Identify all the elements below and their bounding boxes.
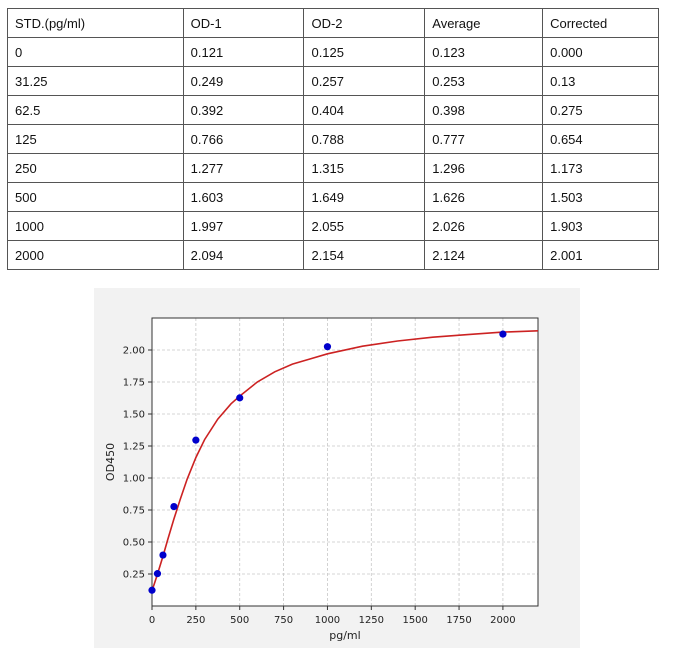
table-header-cell: OD-2: [303, 8, 426, 38]
table-cell: 0.121: [182, 37, 305, 67]
data-point: [153, 570, 162, 578]
table-cell: 0.000: [542, 37, 659, 67]
table-row: 500 1.603 1.649 1.626 1.503: [7, 182, 659, 212]
x-axis-label: pg/ml: [329, 629, 360, 642]
x-tick-label: 750: [274, 615, 293, 626]
standard-curve-chart: 0 250 500 750 1000 1250 1500 1750 2000 0.25 0.50 0.…: [104, 317, 539, 642]
table-cell: 1000: [7, 211, 184, 241]
table-header-row: STD.(pg/ml) OD-1 OD-2 Average Corrected: [7, 8, 659, 38]
x-tick-label: 0: [149, 615, 155, 626]
y-tick-label: 0.75: [123, 506, 145, 517]
table-cell: 0.257: [303, 66, 426, 96]
table-cell: 1.626: [424, 182, 544, 212]
plot-background: [152, 318, 538, 606]
x-tick-label: 250: [186, 615, 205, 626]
data-point: [236, 394, 244, 402]
table-cell: 0.788: [303, 124, 426, 154]
x-tick-label: 1000: [315, 615, 340, 626]
table-row: 31.25 0.249 0.257 0.253 0.13: [7, 66, 659, 96]
y-tick-label: 1.50: [123, 410, 145, 421]
table-cell: 0.249: [182, 66, 305, 96]
table-cell: 1.903: [542, 211, 659, 241]
table-row: 1000 1.997 2.055 2.026 1.903: [7, 211, 659, 241]
table-cell: 0.253: [424, 66, 544, 96]
data-point: [159, 551, 167, 559]
table-cell: 0.404: [303, 95, 426, 125]
x-tick-label: 2000: [490, 615, 515, 626]
table-cell: 0.275: [542, 95, 659, 125]
table-row: 125 0.766 0.788 0.777 0.654: [7, 124, 659, 154]
table-cell: 0.123: [424, 37, 544, 67]
y-axis-label: OD450: [104, 443, 117, 481]
table-cell: 2.055: [303, 211, 426, 241]
table-cell: 2.001: [542, 240, 659, 270]
table-cell: 2.154: [303, 240, 426, 270]
table-cell: 0.13: [542, 66, 659, 96]
y-tick-label: 0.25: [123, 570, 145, 581]
table-cell: 0.777: [424, 124, 544, 154]
x-tick-label: 1250: [359, 615, 384, 626]
table-header-cell: STD.(pg/ml): [7, 8, 184, 38]
table-cell: 500: [7, 182, 184, 212]
data-point: [192, 436, 200, 444]
table-cell: 1.173: [542, 153, 659, 183]
table-cell: 2000: [7, 240, 184, 270]
table-cell: 1.603: [182, 182, 305, 212]
y-tick-label: 1.75: [123, 378, 145, 389]
y-tick-label: 1.00: [123, 474, 145, 485]
y-tick-label: 2.00: [123, 346, 145, 357]
y-tick-label: 1.25: [123, 442, 145, 453]
standard-curve-table: STD.(pg/ml) OD-1 OD-2 Average Corrected 0 0.12…: [7, 8, 659, 270]
table-cell: 2.094: [182, 240, 305, 270]
table-cell: 250: [7, 153, 184, 183]
table-row: 62.5 0.392 0.404 0.398 0.275: [7, 95, 659, 125]
table-cell: 31.25: [7, 66, 184, 96]
table-row: 2000 2.094 2.154 2.124 2.001: [7, 240, 659, 270]
table-header-cell: Average: [424, 8, 544, 38]
data-point: [148, 586, 156, 594]
table-header-cell: OD-1: [182, 8, 305, 38]
table-cell: 0.125: [303, 37, 426, 67]
table-cell: 1.315: [303, 153, 426, 183]
table-cell: 2.124: [424, 240, 544, 270]
x-tick-label: 500: [230, 615, 249, 626]
data-point: [499, 330, 507, 338]
table-cell: 125: [7, 124, 184, 154]
x-tick-label: 1500: [402, 615, 427, 626]
table-cell: 2.026: [424, 211, 544, 241]
table-row: 0 0.121 0.125 0.123 0.000: [7, 37, 659, 67]
y-tick-label: 0.50: [123, 538, 145, 549]
x-tick-label: 1750: [446, 615, 471, 626]
table-cell: 0.398: [424, 95, 544, 125]
data-point: [323, 343, 332, 351]
table-cell: 62.5: [7, 95, 184, 125]
table-cell: 1.296: [424, 153, 544, 183]
table-cell: 1.649: [303, 182, 426, 212]
chart-panel: 0 250 500 750 1000 1250 1500 1750 2000 0.25 0.50 0.…: [94, 288, 580, 648]
table-cell: 0.766: [182, 124, 305, 154]
table-row: 250 1.277 1.315 1.296 1.173: [7, 153, 659, 183]
table-cell: 0.654: [542, 124, 659, 154]
plot-frame: [151, 317, 539, 607]
data-point: [170, 502, 178, 511]
table-cell: 1.503: [542, 182, 659, 212]
table-cell: 0.392: [182, 95, 305, 125]
table-cell: 0: [7, 37, 184, 67]
table-cell: 1.997: [182, 211, 305, 241]
table-header-cell: Corrected: [542, 8, 659, 38]
table-cell: 1.277: [182, 153, 305, 183]
